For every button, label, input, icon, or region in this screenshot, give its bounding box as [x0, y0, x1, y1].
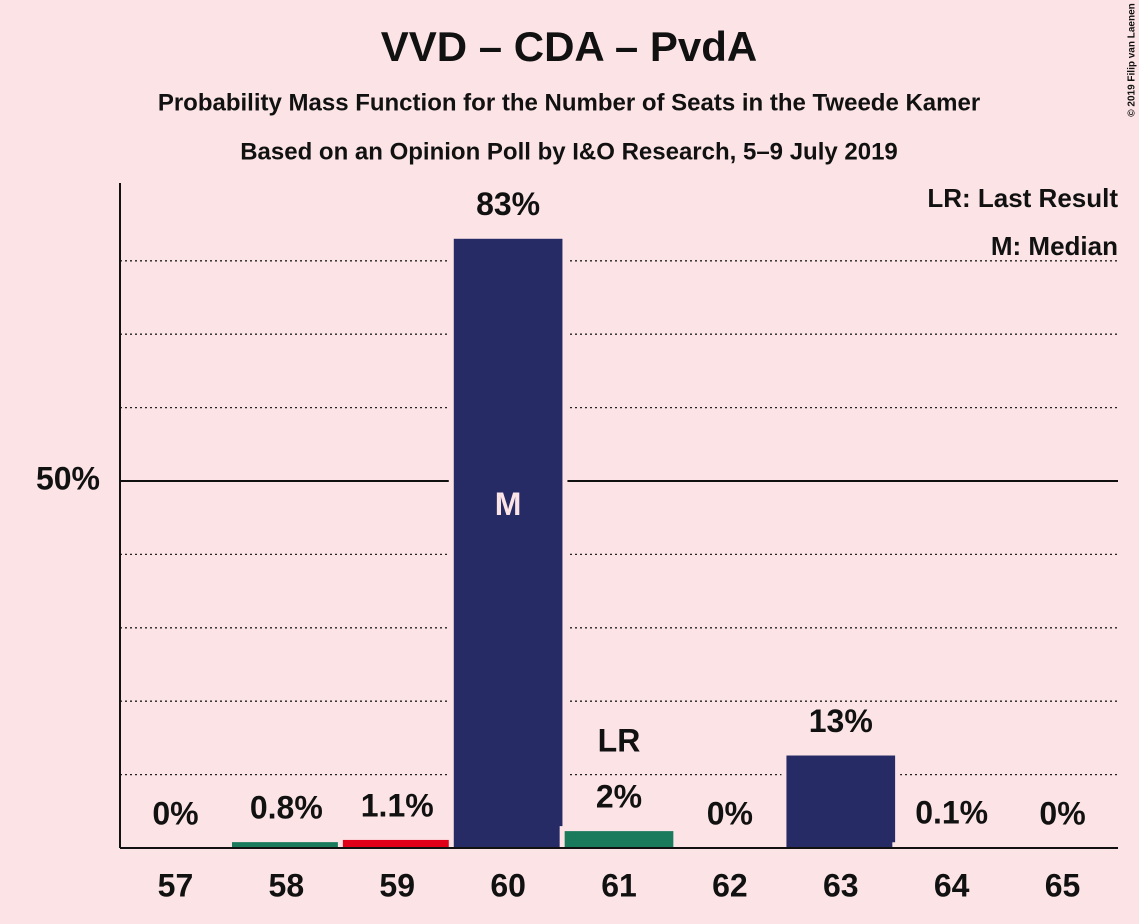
x-tick-label: 59 — [379, 867, 415, 903]
value-label: 0% — [1039, 795, 1085, 831]
chart-title: VVD – CDA – PvdA — [381, 23, 758, 70]
value-label: 0% — [707, 795, 753, 831]
bar-gap — [892, 842, 1012, 848]
x-tick-label: 65 — [1045, 867, 1081, 903]
bar — [786, 755, 896, 848]
value-label: 2% — [596, 779, 642, 815]
value-label: 0.1% — [915, 795, 988, 831]
copyright: © 2019 Filip van Laenen — [1127, 3, 1138, 117]
chart-subtitle: Based on an Opinion Poll by I&O Research… — [240, 138, 898, 165]
value-label: 0.8% — [250, 790, 323, 826]
x-tick-label: 62 — [712, 867, 748, 903]
x-tick-label: 60 — [490, 867, 526, 903]
x-tick-label: 63 — [823, 867, 859, 903]
last-result-marker: LR — [598, 723, 641, 759]
x-tick-label: 64 — [934, 867, 970, 903]
bar — [564, 831, 674, 848]
value-label: 1.1% — [361, 787, 434, 823]
y-tick-label: 50% — [36, 460, 100, 496]
bar — [231, 842, 341, 848]
x-tick-label: 57 — [158, 867, 194, 903]
x-tick-label: 58 — [269, 867, 305, 903]
value-label: 13% — [809, 703, 873, 739]
value-label: 83% — [476, 186, 540, 222]
bar — [453, 238, 563, 848]
chart-subtitle: Probability Mass Function for the Number… — [158, 89, 980, 116]
legend-entry: M: Median — [991, 231, 1118, 261]
legend-entry: LR: Last Result — [927, 183, 1118, 213]
value-label: 0% — [152, 795, 198, 831]
bar — [342, 839, 452, 848]
x-tick-label: 61 — [601, 867, 637, 903]
median-marker: M — [495, 486, 522, 522]
